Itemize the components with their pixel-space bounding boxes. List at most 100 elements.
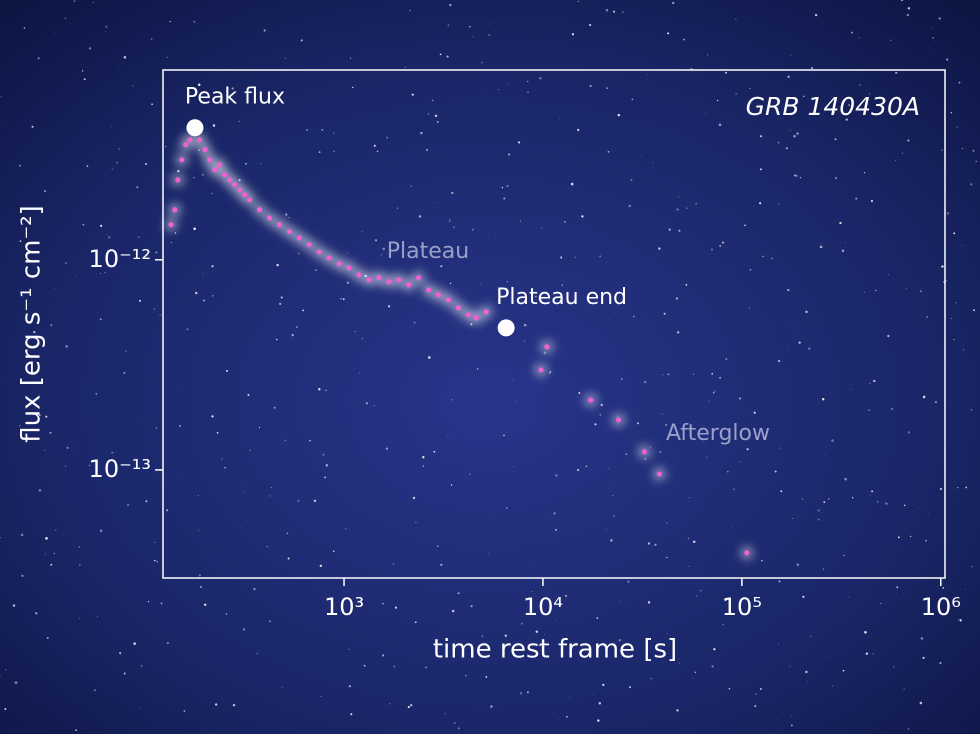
plot-frame <box>162 69 946 579</box>
region-label: Afterglow <box>666 421 770 446</box>
star <box>596 617 599 619</box>
star <box>447 24 450 27</box>
star <box>446 55 449 58</box>
star <box>508 153 511 156</box>
star <box>759 202 762 205</box>
point <box>183 142 189 148</box>
star <box>166 509 169 512</box>
x-axis-label: time rest frame [s] <box>433 635 677 665</box>
star <box>469 473 471 475</box>
star <box>871 490 874 493</box>
star <box>612 10 616 13</box>
star <box>346 281 349 284</box>
point <box>455 305 462 311</box>
star <box>494 233 496 235</box>
star <box>470 605 473 608</box>
star <box>678 658 680 660</box>
star <box>897 536 900 539</box>
star <box>875 290 877 292</box>
point <box>336 261 342 267</box>
star <box>470 323 473 326</box>
star <box>632 315 635 318</box>
star <box>832 110 835 114</box>
star <box>926 316 929 318</box>
star <box>610 539 613 542</box>
star <box>422 456 425 459</box>
star <box>238 120 240 123</box>
star <box>414 621 417 624</box>
point <box>376 275 382 281</box>
star <box>394 606 397 609</box>
point <box>237 187 243 193</box>
star <box>300 39 303 42</box>
star <box>387 305 391 308</box>
star <box>418 215 422 218</box>
star <box>291 333 294 337</box>
star <box>950 317 953 320</box>
star <box>242 491 244 492</box>
star <box>844 477 847 481</box>
star <box>444 713 446 715</box>
star <box>484 89 485 90</box>
star <box>373 144 376 147</box>
star <box>150 38 153 40</box>
star <box>322 453 325 456</box>
star <box>253 587 256 591</box>
star <box>722 241 724 244</box>
star <box>553 512 556 515</box>
star <box>906 288 907 289</box>
point <box>483 309 489 315</box>
star <box>559 118 561 119</box>
star <box>160 602 163 605</box>
star <box>598 702 601 705</box>
star <box>186 328 189 331</box>
star <box>108 236 111 239</box>
star <box>755 693 757 695</box>
point <box>232 181 238 188</box>
star <box>823 501 826 504</box>
star <box>605 8 609 12</box>
star <box>942 586 945 589</box>
star <box>105 31 106 33</box>
star <box>44 449 45 451</box>
star <box>89 47 92 50</box>
star <box>86 165 89 168</box>
star <box>214 703 218 706</box>
star <box>843 554 845 557</box>
star <box>382 247 386 251</box>
star <box>956 351 958 353</box>
star <box>731 526 733 528</box>
star <box>54 288 55 289</box>
star <box>869 494 871 496</box>
star <box>141 419 143 421</box>
x-tick-label: 10³ <box>324 593 364 621</box>
star <box>711 372 714 375</box>
star <box>106 113 108 115</box>
star <box>859 84 861 86</box>
star <box>99 318 102 321</box>
star <box>893 666 895 668</box>
star <box>714 390 716 392</box>
star <box>287 557 290 560</box>
star <box>153 308 156 310</box>
point <box>396 277 402 283</box>
star <box>799 327 801 329</box>
star <box>617 113 621 117</box>
star <box>855 197 858 200</box>
star <box>28 437 30 439</box>
star <box>374 239 378 242</box>
star <box>667 373 670 376</box>
star <box>958 619 959 621</box>
star <box>519 691 523 695</box>
star <box>577 0 580 3</box>
star <box>258 426 261 429</box>
star <box>675 297 678 300</box>
star <box>695 203 697 205</box>
star <box>212 295 214 297</box>
star <box>166 56 168 58</box>
star <box>778 643 780 645</box>
star <box>647 74 648 76</box>
star <box>810 635 812 637</box>
star <box>539 77 542 80</box>
star <box>506 507 508 509</box>
